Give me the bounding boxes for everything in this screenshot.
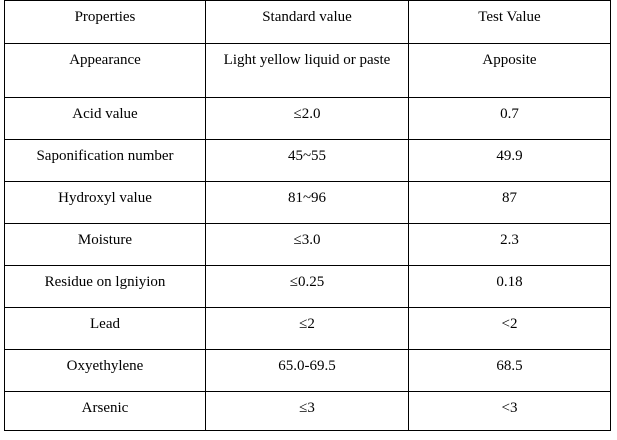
- header-standard-value: Standard value: [205, 0, 409, 44]
- cell-property: Hydroxyl value: [4, 181, 206, 224]
- cell-test-value: Apposite: [408, 43, 611, 98]
- table-row: Arsenic ≤3 <3: [4, 391, 611, 431]
- cell-test-value: 49.9: [408, 139, 611, 182]
- cell-standard-value: ≤2.0: [205, 97, 409, 140]
- table-row: Saponification number 45~55 49.9: [4, 139, 611, 182]
- cell-test-value: <3: [408, 391, 611, 431]
- cell-test-value: 87: [408, 181, 611, 224]
- header-properties: Properties: [4, 0, 206, 44]
- cell-test-value: 2.3: [408, 223, 611, 266]
- cell-standard-value: ≤0.25: [205, 265, 409, 308]
- table-row: Oxyethylene 65.0-69.5 68.5: [4, 349, 611, 392]
- cell-property: Moisture: [4, 223, 206, 266]
- table-header-row: Properties Standard value Test Value: [4, 0, 611, 44]
- cell-property: Residue on lgniyion: [4, 265, 206, 308]
- cell-standard-value: ≤3.0: [205, 223, 409, 266]
- cell-test-value: 0.18: [408, 265, 611, 308]
- header-test-value: Test Value: [408, 0, 611, 44]
- cell-property: Saponification number: [4, 139, 206, 182]
- cell-property: Lead: [4, 307, 206, 350]
- cell-standard-value: 81~96: [205, 181, 409, 224]
- cell-standard-value: Light yellow liquid or paste: [205, 43, 409, 98]
- cell-test-value: <2: [408, 307, 611, 350]
- cell-test-value: 0.7: [408, 97, 611, 140]
- cell-property: Oxyethylene: [4, 349, 206, 392]
- cell-property: Arsenic: [4, 391, 206, 431]
- cell-standard-value: 65.0-69.5: [205, 349, 409, 392]
- table-row: Acid value ≤2.0 0.7: [4, 97, 611, 140]
- cell-property: Appearance: [4, 43, 206, 98]
- cell-standard-value: 45~55: [205, 139, 409, 182]
- cell-test-value: 68.5: [408, 349, 611, 392]
- properties-table: Properties Standard value Test Value App…: [4, 0, 611, 431]
- cell-standard-value: ≤2: [205, 307, 409, 350]
- table-row: Hydroxyl value 81~96 87: [4, 181, 611, 224]
- table-row: Lead ≤2 <2: [4, 307, 611, 350]
- table-row: Moisture ≤3.0 2.3: [4, 223, 611, 266]
- table-row: Appearance Light yellow liquid or paste …: [4, 43, 611, 98]
- cell-standard-value: ≤3: [205, 391, 409, 431]
- table-row: Residue on lgniyion ≤0.25 0.18: [4, 265, 611, 308]
- cell-property: Acid value: [4, 97, 206, 140]
